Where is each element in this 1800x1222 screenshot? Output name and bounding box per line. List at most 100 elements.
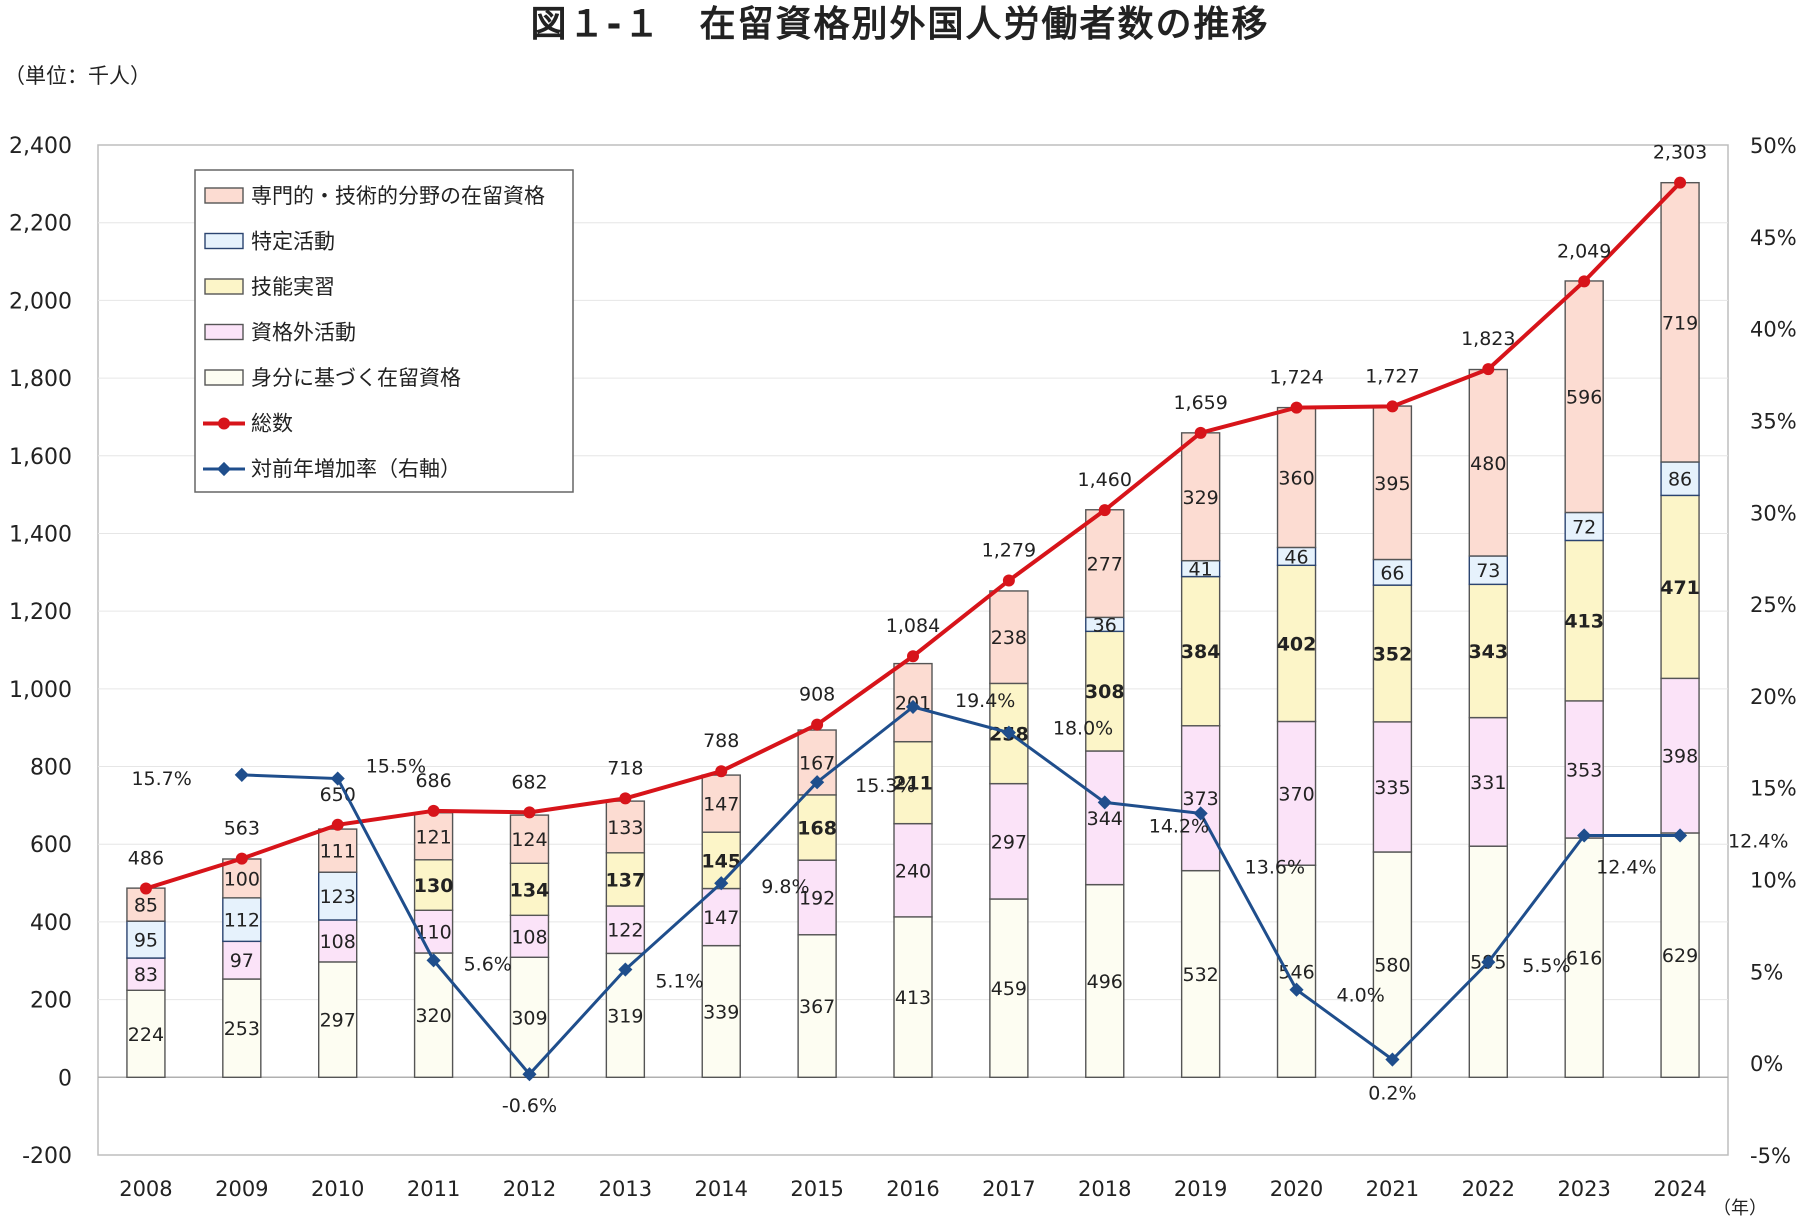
growth-point xyxy=(1577,828,1592,843)
growth-data-label: 15.5% xyxy=(366,756,426,778)
y2-tick-label: -5% xyxy=(1750,1144,1791,1168)
bar-segment xyxy=(1085,509,1125,619)
total-data-label: 908 xyxy=(799,684,835,706)
x-tick-label: 2017 xyxy=(982,1177,1035,1201)
bar-data-label: 616 xyxy=(1566,948,1602,970)
bar-data-label: 398 xyxy=(1662,746,1698,768)
unit-label: （単位：千人） xyxy=(4,64,151,88)
growth-point xyxy=(1001,725,1016,740)
growth-point xyxy=(426,953,441,968)
legend-label: 資格外活動 xyxy=(251,321,356,345)
bar-data-label: 402 xyxy=(1277,633,1317,655)
y-tick-label: 400 xyxy=(30,911,72,936)
bar-data-label: 413 xyxy=(1564,611,1604,633)
y2-tick-label: 20% xyxy=(1750,685,1797,709)
bar-data-label: 73 xyxy=(1476,560,1500,582)
bar-segment xyxy=(509,914,550,958)
bar-data-label: 145 xyxy=(701,850,741,872)
bar-segment xyxy=(1660,832,1700,1079)
growth-data-label: 19.4% xyxy=(955,690,1015,712)
y2-tick-label: 0% xyxy=(1750,1052,1783,1076)
bar-data-label: 496 xyxy=(1087,971,1123,993)
bar-data-label: 86 xyxy=(1668,469,1692,491)
legend-marker xyxy=(218,417,230,430)
bar-segment xyxy=(509,862,550,917)
bar-data-label: 85 xyxy=(134,895,158,917)
total-data-label: 788 xyxy=(703,730,739,752)
bar-data-label: 580 xyxy=(1374,955,1410,977)
bar-data-label: 123 xyxy=(320,886,356,908)
bar-data-label: 211 xyxy=(893,773,933,795)
bar-data-label: 308 xyxy=(1085,681,1125,703)
x-tick-label: 2022 xyxy=(1462,1177,1515,1201)
bar-segment xyxy=(893,822,933,918)
y-tick-label: 0 xyxy=(58,1066,72,1091)
growth-data-label: 12.4% xyxy=(1728,830,1788,852)
growth-point xyxy=(1289,982,1304,997)
y-tick-label: 1,800 xyxy=(9,367,72,392)
x-tick-label: 2012 xyxy=(503,1177,556,1201)
total-data-label: 1,659 xyxy=(1173,392,1227,414)
bar-segment xyxy=(222,897,262,943)
bar-data-label: 384 xyxy=(1181,641,1221,663)
total-data-label: 1,727 xyxy=(1365,365,1419,387)
legend-swatch xyxy=(204,232,244,250)
bar-data-label: 147 xyxy=(703,907,739,929)
bar-data-label: 122 xyxy=(607,920,643,942)
growth-point xyxy=(714,876,729,891)
bar-data-label: 471 xyxy=(1660,577,1700,599)
bar-data-label: 238 xyxy=(991,627,1027,649)
bar-data-label: 130 xyxy=(414,875,454,897)
total-point xyxy=(619,792,632,805)
bar-segment xyxy=(126,957,166,991)
total-data-label: 1,724 xyxy=(1269,367,1323,389)
legend-marker xyxy=(216,461,232,477)
y-tick-label: 2,200 xyxy=(9,212,72,237)
bar-data-label: 36 xyxy=(1093,614,1117,636)
bar-segment xyxy=(318,919,358,963)
growth-data-label: 5.5% xyxy=(1522,955,1570,977)
bar-segment xyxy=(318,961,358,1079)
growth-point xyxy=(522,1067,537,1082)
bar-data-label: 97 xyxy=(230,950,254,972)
x-tick-label: 2021 xyxy=(1366,1177,1419,1201)
bar-data-label: 395 xyxy=(1374,473,1410,495)
growth-data-label: -0.6% xyxy=(502,1095,557,1117)
total-data-label: 563 xyxy=(224,818,260,840)
bar-segment xyxy=(1468,555,1508,586)
growth-point xyxy=(1481,955,1496,970)
bar-segment xyxy=(509,814,550,864)
x-tick-label: 2008 xyxy=(119,1177,172,1201)
total-data-label: 650 xyxy=(320,784,356,806)
growth-data-label: 14.2% xyxy=(1149,815,1209,837)
x-tick-label: 2019 xyxy=(1174,1177,1227,1201)
bar-segment xyxy=(1276,406,1317,549)
bar-segment xyxy=(893,916,933,1079)
y2-tick-label: 45% xyxy=(1750,226,1797,250)
total-data-label: 486 xyxy=(128,848,164,870)
bar-segment xyxy=(126,920,166,959)
total-point xyxy=(235,852,248,865)
total-point xyxy=(1002,574,1015,587)
y2-tick-label: 25% xyxy=(1750,593,1797,617)
x-tick-label: 2011 xyxy=(407,1177,460,1201)
y-tick-label: 800 xyxy=(30,756,72,781)
total-point xyxy=(1674,176,1687,189)
legend-box xyxy=(194,169,574,493)
growth-point xyxy=(810,775,825,790)
bar-data-label: 596 xyxy=(1566,387,1602,409)
bar-segment xyxy=(1180,432,1221,562)
x-tick-label: 2016 xyxy=(886,1177,939,1201)
bar-data-label: 168 xyxy=(797,818,837,840)
legend-swatch xyxy=(204,187,244,204)
bar-data-label: 46 xyxy=(1284,546,1308,568)
x-tick-label: 2018 xyxy=(1078,1177,1131,1201)
bar-segment xyxy=(318,871,358,921)
total-point xyxy=(907,650,919,663)
growth-point xyxy=(1385,1052,1400,1067)
bar-segment xyxy=(1468,716,1508,847)
bar-data-label: 413 xyxy=(895,987,931,1009)
x-axis-unit: （年） xyxy=(1713,1198,1767,1219)
legend-swatch xyxy=(204,369,244,386)
bar-segment xyxy=(1660,494,1700,680)
